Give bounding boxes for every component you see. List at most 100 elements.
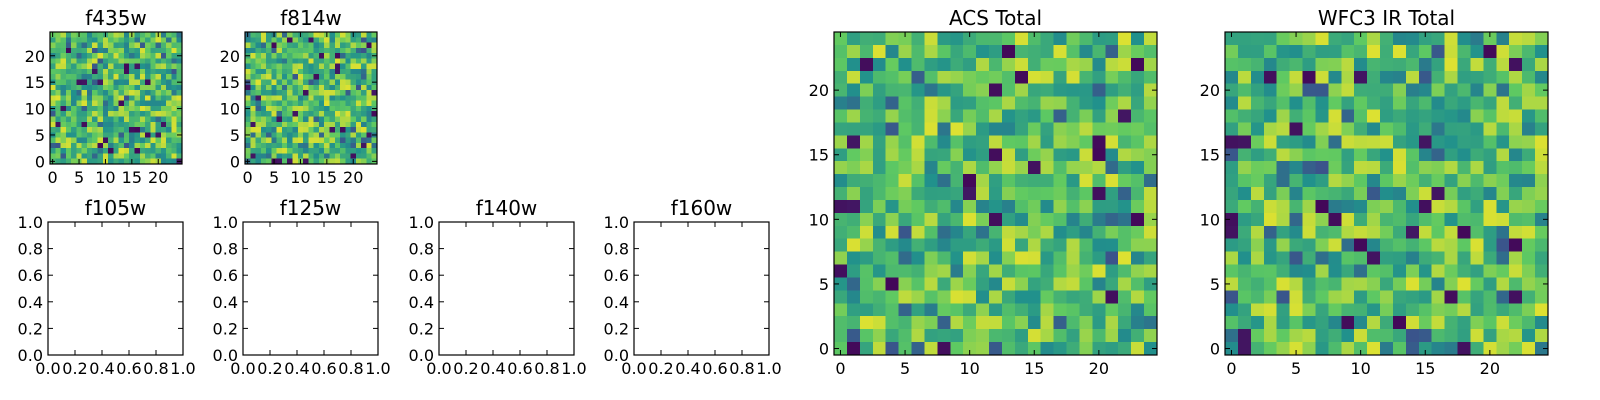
heatmap-cell (260, 32, 267, 38)
heatmap-cell (937, 277, 951, 291)
heatmap-cell (313, 84, 320, 91)
heatmap-cell (81, 42, 88, 49)
heatmap-cell (355, 111, 362, 118)
heatmap-cell (1131, 32, 1145, 46)
heatmap-cell (950, 225, 964, 240)
heatmap-cell (976, 44, 990, 59)
heatmap-cell (1444, 290, 1459, 304)
y-tick-label: 0.0 (409, 346, 434, 365)
y-tick-label: 5 (230, 126, 240, 145)
heatmap-cell (1092, 277, 1106, 291)
heatmap-cell (950, 212, 964, 227)
heatmap-cell (1079, 329, 1093, 343)
heatmap-cell (1444, 264, 1459, 279)
heatmap-cell (963, 32, 977, 46)
heatmap-cell (366, 53, 373, 59)
heatmap-cell (329, 74, 336, 81)
heatmap-cell (872, 199, 887, 214)
heatmap-cell (145, 111, 151, 118)
heatmap-cell (1014, 251, 1029, 266)
heatmap-cell (271, 142, 278, 149)
heatmap-cell (271, 42, 278, 49)
heatmap-cell (355, 121, 362, 128)
heatmap-cell (276, 148, 283, 155)
y-tick-label: 0.8 (213, 240, 238, 259)
heatmap-cell (989, 264, 1003, 279)
heatmap-cell (1263, 161, 1278, 175)
heatmap-cell (123, 153, 130, 160)
heatmap-cell (102, 53, 109, 59)
heatmap-cell (1276, 187, 1291, 201)
heatmap-cell (340, 148, 346, 155)
heatmap-cell (1418, 96, 1433, 111)
heatmap-cell (1027, 316, 1042, 330)
heatmap-cell (65, 37, 72, 44)
heatmap-cell (1040, 135, 1055, 149)
heatmap-cell (86, 90, 93, 96)
heatmap-cell (1522, 277, 1536, 291)
heatmap-cell (250, 121, 257, 128)
heatmap-cell (97, 79, 104, 86)
heatmap-cell (324, 100, 331, 107)
heatmap-cell (155, 111, 162, 118)
heatmap-cell (1092, 83, 1106, 98)
heatmap-cell (350, 127, 357, 133)
heatmap-cell (92, 32, 99, 38)
heatmap-cell (303, 84, 309, 91)
heatmap-cell (1522, 225, 1536, 240)
heatmap-cell (108, 79, 114, 86)
heatmap-cell (1263, 212, 1278, 227)
y-tick-label: 0 (1210, 340, 1220, 359)
heatmap-cell (287, 58, 294, 65)
heatmap-cell (963, 57, 977, 72)
heatmap-cell (1315, 83, 1329, 98)
heatmap-cell (1418, 238, 1433, 253)
heatmap-cell (313, 111, 320, 118)
y-tick-label: 0.4 (213, 293, 238, 312)
heatmap-cell (361, 68, 368, 75)
heatmap-cell (260, 142, 267, 149)
heatmap-cell (92, 47, 99, 54)
heatmap-cell (150, 84, 157, 91)
heatmap-cell (859, 329, 874, 343)
heatmap-cell (334, 137, 341, 144)
heatmap-cell (281, 90, 288, 96)
heatmap-cell (266, 74, 272, 81)
heatmap-cell (134, 127, 141, 133)
heatmap-cell (911, 212, 926, 227)
heatmap-cell (1444, 212, 1459, 227)
heatmap-cell (898, 303, 913, 317)
heatmap-cell (287, 105, 294, 112)
heatmap-cell (81, 158, 88, 165)
heatmap-cell (255, 63, 262, 70)
heatmap-cell (176, 153, 183, 160)
heatmap-cell (1250, 277, 1265, 291)
axes-frame (244, 31, 378, 165)
heatmap-cell (60, 132, 67, 139)
heatmap-cell (1040, 264, 1055, 279)
heatmap-cell (1457, 57, 1472, 72)
heatmap-cell (92, 74, 99, 81)
heatmap-cell (1289, 174, 1304, 188)
heatmap-cell (108, 47, 114, 54)
heatmap-cell (71, 42, 77, 49)
heatmap-cell (281, 95, 288, 102)
heatmap-cell (1053, 264, 1068, 279)
heatmap-cell (340, 95, 346, 102)
x-tick-label: 0.2 (453, 359, 478, 378)
heatmap-cell (1367, 32, 1381, 46)
heatmap-cell (303, 58, 309, 65)
heatmap-cell (924, 264, 938, 279)
heatmap-cell (1225, 32, 1239, 46)
heatmap-cell (334, 32, 341, 38)
heatmap-cell (1105, 122, 1119, 136)
axes-frame (833, 31, 1158, 356)
heatmap-cell (50, 116, 56, 123)
heatmap-cell (1225, 212, 1239, 227)
panel-title: f140w (476, 196, 538, 220)
heatmap-cell (1237, 96, 1252, 111)
heatmap-cell (937, 96, 951, 111)
heatmap-cell (355, 58, 362, 65)
heatmap-cell (171, 121, 178, 128)
heatmap-cell (303, 68, 309, 75)
